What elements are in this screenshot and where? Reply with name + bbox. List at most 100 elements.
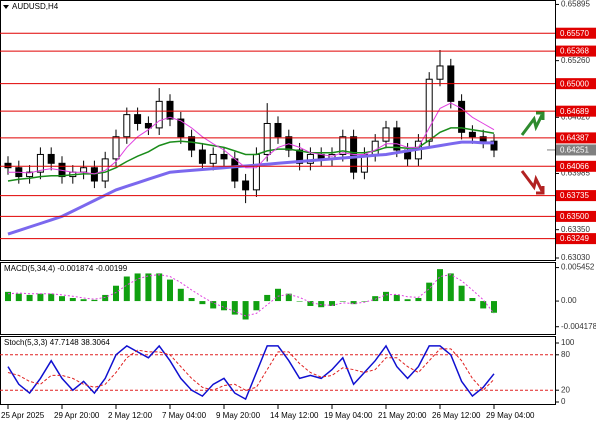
macd-bar xyxy=(491,301,497,313)
x-tick-label: 14 May 12:00 xyxy=(270,411,319,420)
macd-bar xyxy=(48,293,55,302)
candle-body xyxy=(4,162,12,169)
x-tick-label: 19 May 04:00 xyxy=(324,411,373,420)
candle-body xyxy=(371,140,379,155)
macd-bar xyxy=(134,273,141,302)
y-tick-label: -0.004178 xyxy=(561,322,596,331)
macd-bar xyxy=(437,269,443,302)
y-tick-label: 100 xyxy=(561,338,575,347)
macd-bar xyxy=(102,294,109,302)
candle-body xyxy=(263,122,271,155)
down-arrow-head xyxy=(536,186,545,195)
candle-body xyxy=(26,171,34,178)
level-label-box xyxy=(556,45,596,57)
candle-body xyxy=(144,122,152,129)
macd-bar xyxy=(15,293,22,302)
x-tick-label: 9 May 20:00 xyxy=(216,411,261,420)
candle-body xyxy=(123,114,131,138)
candle-body xyxy=(47,153,55,164)
x-tick-label: 21 May 20:00 xyxy=(378,411,427,420)
candle-body xyxy=(155,100,163,129)
last-price-label: 0.64251 xyxy=(560,146,589,155)
level-label-box xyxy=(556,190,596,202)
macd-bar xyxy=(231,301,238,315)
macd-panel-frame xyxy=(0,262,556,335)
macd-bar xyxy=(480,301,487,309)
x-tick-label: 29 Apr 20:00 xyxy=(54,411,100,420)
macd-bar xyxy=(296,301,303,302)
macd-bar xyxy=(285,293,292,302)
macd-bar xyxy=(350,301,357,305)
level-label: 0.64387 xyxy=(560,134,589,143)
candle-body xyxy=(36,153,44,173)
macd-bar xyxy=(156,273,163,302)
panel-title: Stoch(5,3,3) 47.7148 38.3064 xyxy=(4,338,110,347)
candle-body xyxy=(468,131,476,138)
y-tick-label: 0.65895 xyxy=(561,0,590,9)
macd-bar xyxy=(91,299,98,302)
level-label: 0.63249 xyxy=(560,234,589,243)
macd-bar xyxy=(307,301,314,306)
macd-bar xyxy=(383,291,389,302)
macd-bar xyxy=(113,285,119,302)
y-tick-label: 0.63985 xyxy=(561,169,590,178)
last-price-box xyxy=(556,144,596,156)
level-label-box xyxy=(556,105,596,117)
level-label-box xyxy=(556,78,596,90)
up-arrow xyxy=(520,114,544,136)
y-tick-label: 0.65260 xyxy=(561,56,590,65)
candle-body xyxy=(112,136,120,160)
y-tick-label: 20 xyxy=(561,385,570,394)
macd-bar xyxy=(361,301,368,302)
candle-body xyxy=(242,180,250,191)
macd-bar xyxy=(318,301,325,308)
macd-bar xyxy=(59,296,65,302)
level-label-box xyxy=(556,160,596,172)
level-label: 0.65000 xyxy=(560,79,589,88)
candle-body xyxy=(231,158,239,182)
level-label: 0.64066 xyxy=(560,162,589,171)
macd-bar xyxy=(242,301,249,320)
candle-body xyxy=(393,127,401,151)
moving-average-line xyxy=(8,102,495,175)
level-label: 0.63735 xyxy=(560,191,589,200)
macd-bar xyxy=(253,301,260,311)
macd-bar xyxy=(404,299,411,302)
macd-bar xyxy=(177,288,184,302)
macd-bar xyxy=(69,298,76,302)
stoch-line xyxy=(7,344,495,401)
level-label-box xyxy=(556,27,596,39)
level-label: 0.63500 xyxy=(560,212,589,221)
candle-body xyxy=(198,149,206,164)
candle-body xyxy=(436,65,444,80)
level-label-box xyxy=(556,210,596,222)
level-label: 0.65368 xyxy=(560,47,589,56)
candle-body xyxy=(80,167,88,173)
candle-body xyxy=(382,127,390,142)
macd-bar xyxy=(264,294,271,302)
candle-body xyxy=(134,114,142,124)
y-tick-label: 0.63030 xyxy=(561,253,590,262)
stoch-panel-frame xyxy=(0,336,556,405)
macd-bar xyxy=(221,301,227,311)
macd-bar xyxy=(447,273,454,302)
macd-bar xyxy=(426,282,433,302)
panel-title: MACD(5,34,4) -0.001874 -0.00199 xyxy=(4,264,128,273)
macd-bar xyxy=(37,293,44,302)
y-tick-label: 0.63350 xyxy=(561,225,590,234)
macd-bar xyxy=(123,276,130,302)
macd-bar xyxy=(329,301,335,306)
macd-bar xyxy=(372,296,379,302)
macd-bar xyxy=(210,301,217,309)
x-tick-label: 25 Apr 2025 xyxy=(1,411,45,420)
x-tick-label: 2 May 12:00 xyxy=(108,411,153,420)
candle-body xyxy=(274,122,282,138)
symbol-menu-icon xyxy=(3,5,9,9)
candle-body xyxy=(177,118,185,138)
stoch-line xyxy=(7,348,495,391)
macd-bar xyxy=(145,273,152,302)
y-tick-label: 0.005452 xyxy=(561,263,595,272)
candle-body xyxy=(339,136,347,155)
